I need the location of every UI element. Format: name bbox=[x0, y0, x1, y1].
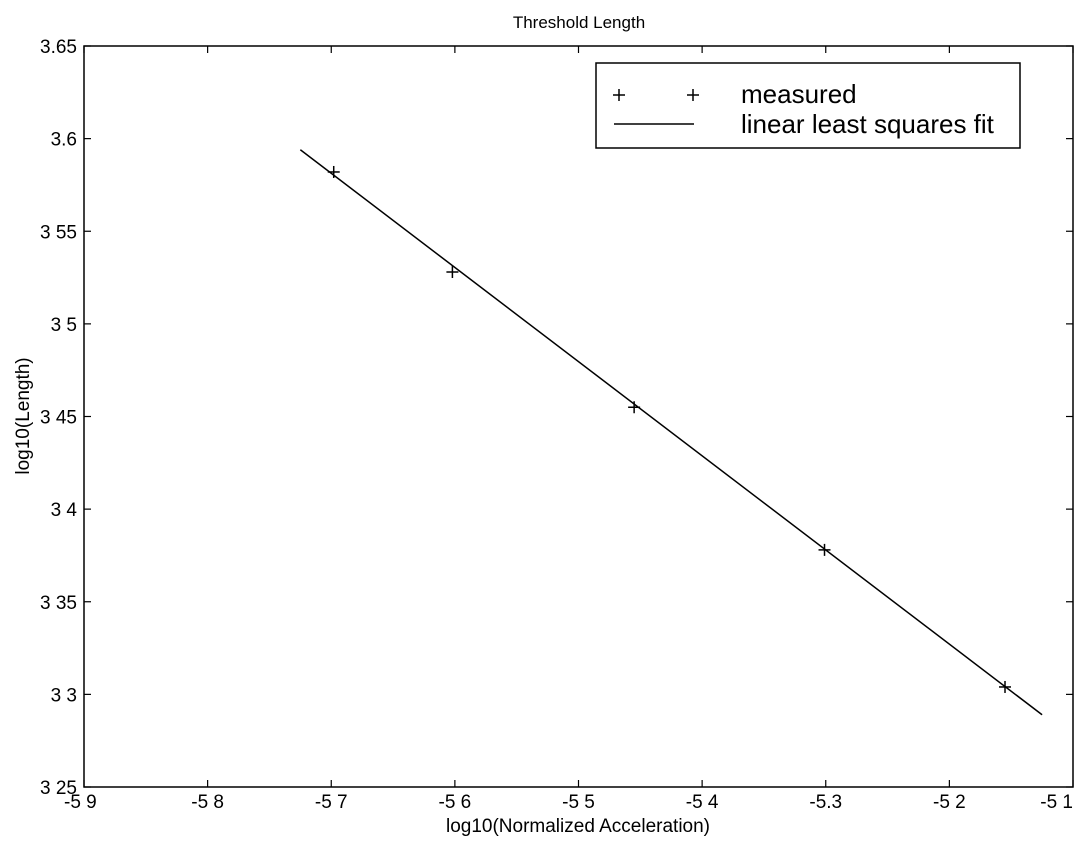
y-tick-label: 3 5 bbox=[51, 315, 77, 336]
legend-label-measured: measured bbox=[741, 79, 857, 109]
x-tick-label: -5.3 bbox=[809, 792, 842, 813]
x-tick-label: -5 9 bbox=[64, 792, 97, 813]
x-axis-title: log10(Normalized Acceleration) bbox=[446, 816, 710, 837]
y-tick-label: 3.6 bbox=[51, 130, 77, 151]
y-tick-label: 3 55 bbox=[40, 222, 77, 243]
y-axis-title: log10(Length) bbox=[13, 357, 34, 474]
x-tick-label: -5 6 bbox=[439, 792, 472, 813]
x-tick-label: -5 8 bbox=[191, 792, 224, 813]
x-tick-label: -5 4 bbox=[686, 792, 719, 813]
fit-line-series bbox=[299, 149, 1043, 716]
measured-point bbox=[818, 543, 831, 556]
y-tick-label: 3 35 bbox=[40, 593, 77, 614]
x-axis: -5 9 -5 8 -5 7 -5 6 -5 5 -5 4 -5.3 -5 2 -5 1 bbox=[64, 46, 1074, 813]
measured-point bbox=[999, 680, 1012, 693]
legend-label-fit: linear least squares fit bbox=[741, 109, 995, 139]
legend: measured linear least squares fit bbox=[595, 62, 1021, 149]
y-axis: 3 25 3 3 3 35 3 4 3 45 3 5 3 55 3.6 3.65 bbox=[40, 37, 1073, 799]
y-tick-label: 3 4 bbox=[51, 500, 78, 521]
y-tick-label: 3 3 bbox=[51, 685, 77, 706]
x-tick-label: -5 5 bbox=[562, 792, 595, 813]
y-tick-label: 3.65 bbox=[40, 37, 77, 58]
measured-point bbox=[327, 165, 340, 178]
measured-point bbox=[628, 401, 641, 414]
legend-box bbox=[595, 62, 1021, 149]
measured-point bbox=[446, 266, 459, 279]
y-tick-label: 3 45 bbox=[40, 408, 77, 429]
x-tick-label: -5 1 bbox=[1040, 792, 1073, 813]
plot-area bbox=[83, 45, 1074, 788]
y-tick-label: 3 25 bbox=[40, 778, 77, 799]
fit-line bbox=[299, 149, 1043, 716]
measured-series bbox=[327, 165, 1012, 693]
chart-title: Threshold Length bbox=[513, 13, 645, 32]
x-tick-label: -5 2 bbox=[933, 792, 966, 813]
x-tick-label: -5 7 bbox=[315, 792, 348, 813]
legend-marker-measured bbox=[613, 89, 699, 101]
